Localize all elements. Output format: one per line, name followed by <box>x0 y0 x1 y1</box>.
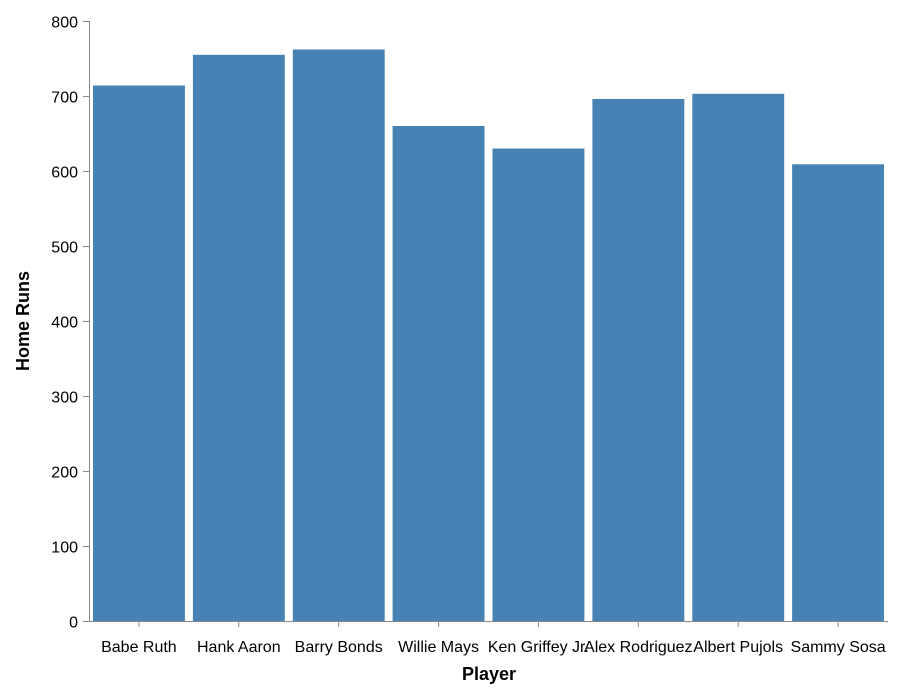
bar-0 <box>93 85 185 621</box>
bar-1 <box>192 54 285 622</box>
y-tick-label-4: 400 <box>51 315 78 332</box>
y-tick-label-2: 200 <box>51 465 78 482</box>
x-tick-label-6: Albert Pujols <box>693 639 783 656</box>
x-tick-label-0: Babe Ruth <box>101 639 177 656</box>
x-axis: Babe Ruth Hank Aaron Barry Bonds Willie May… <box>89 621 888 656</box>
bar-7 <box>792 164 884 622</box>
bars-group <box>93 49 884 622</box>
y-tick-label-3: 300 <box>51 390 78 407</box>
bar-6 <box>692 93 785 622</box>
bar-2 <box>292 49 385 621</box>
x-axis-title: Player <box>462 664 516 684</box>
y-tick-label-5: 500 <box>51 240 78 257</box>
bar-3 <box>392 126 485 621</box>
bar-5 <box>592 99 685 621</box>
x-tick-label-1: Hank Aaron <box>197 639 281 656</box>
x-tick-label-3: Willie Mays <box>398 639 479 656</box>
y-axis-title: Home Runs <box>13 271 33 371</box>
y-tick-label-7: 700 <box>51 90 78 107</box>
bar-4 <box>492 148 585 621</box>
x-tick-label-5: Alex Rodriguez <box>584 639 693 656</box>
y-tick-label-0: 0 <box>69 615 78 632</box>
y-tick-label-6: 600 <box>51 165 78 182</box>
y-tick-label-1: 100 <box>51 540 78 557</box>
y-tick-label-8: 800 <box>51 15 78 32</box>
x-tick-label-2: Barry Bonds <box>295 639 383 656</box>
x-tick-label-4: Ken Griffey Jr. <box>488 639 589 656</box>
x-tick-label-7: Sammy Sosa <box>791 639 886 656</box>
y-axis: 0 100 200 300 400 500 600 700 800 <box>51 15 90 632</box>
